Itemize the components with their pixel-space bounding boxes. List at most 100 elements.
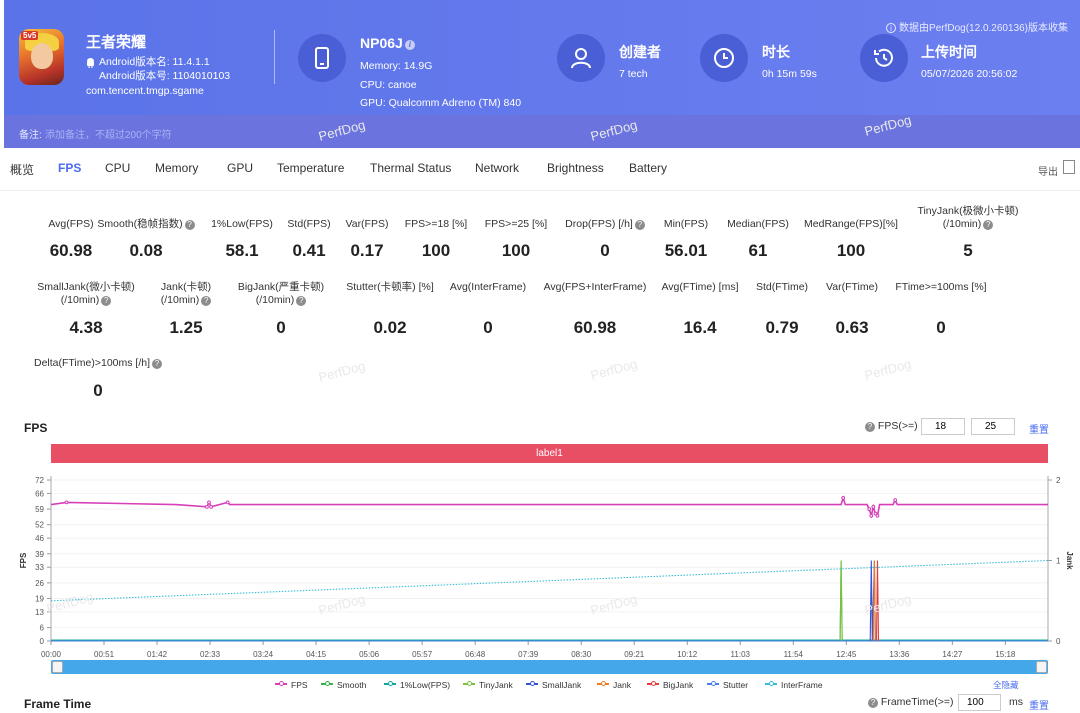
metric-smooth: Smooth(稳帧指数)? 0.08 — [76, 218, 216, 261]
clock-icon — [714, 48, 734, 68]
legend-item-jank[interactable]: Jank — [597, 680, 631, 690]
note-input[interactable]: 添加备注，不超过200个字符 — [45, 130, 172, 141]
legend-item-smooth[interactable]: Smooth — [321, 680, 366, 690]
legend-swatch — [707, 681, 719, 686]
metric-label: FPS>=25 [%] — [484, 218, 548, 230]
fps-reset-button[interactable]: 重置 — [1029, 425, 1049, 436]
x-tick-label: 05:06 — [359, 650, 380, 659]
fps-point — [207, 500, 211, 505]
metric-var-ftime: Var(FTime) 0.63 — [782, 281, 922, 338]
x-tick-label: 15:18 — [995, 650, 1016, 659]
help-icon[interactable]: ? — [634, 220, 645, 230]
device-gpu: GPU: Qualcomm Adreno (TM) 840 — [360, 97, 522, 109]
label-bar[interactable]: label1 — [51, 444, 1048, 463]
fps-point — [867, 507, 872, 511]
help-icon[interactable]: ? — [201, 296, 212, 306]
fps-point — [209, 504, 214, 509]
legend-item-1-low-fps-[interactable]: 1%Low(FPS) — [384, 680, 450, 690]
frametime-threshold-input[interactable] — [958, 694, 1001, 711]
help-icon[interactable]: ? — [296, 296, 307, 306]
legend-item-smalljank[interactable]: SmallJank — [526, 680, 581, 690]
tab-battery[interactable]: Battery — [629, 161, 668, 175]
y-tick-label: 72 — [35, 476, 44, 485]
app-version: Android版本名: 11.4.1.1 Android版本号: 1104010… — [99, 56, 231, 82]
series-interframe — [50, 559, 1049, 602]
y-tick-label: 13 — [35, 608, 44, 617]
help-icon[interactable]: ? — [101, 296, 112, 306]
fps-threshold-input-2[interactable] — [971, 418, 1015, 435]
tab-network[interactable]: Network — [475, 161, 520, 175]
metric-label: Avg(FPS) — [48, 218, 94, 230]
slider-handle-right[interactable] — [1036, 661, 1047, 673]
tab-overview[interactable]: 概览 — [10, 163, 35, 177]
tab-thermal-status[interactable]: Thermal Status — [370, 161, 452, 175]
metric-value: 0 — [93, 381, 103, 400]
tab-fps[interactable]: FPS — [58, 161, 82, 175]
creator-value: 7 tech — [619, 68, 648, 80]
duration-value: 0h 15m 59s — [762, 68, 817, 80]
watermark: PerfDog — [316, 358, 367, 385]
metric-value: 56.01 — [664, 241, 708, 260]
legend-item-tinyjank[interactable]: TinyJank — [463, 680, 513, 690]
creator-title: 创建者 — [619, 44, 661, 60]
legend-label: InterFrame — [781, 680, 823, 690]
help-icon[interactable]: ? — [184, 220, 195, 230]
device-info-icon[interactable]: i — [404, 40, 415, 50]
note-bar: 备注: 添加备注，不超过200个字符 — [4, 115, 1080, 148]
legend-swatch — [526, 681, 538, 686]
metric-avg-interframe: Avg(InterFrame) 0 — [418, 281, 558, 338]
legend-item-fps[interactable]: FPS — [275, 680, 308, 690]
tab-memory[interactable]: Memory — [155, 161, 199, 175]
metric-label: Avg(FPS+InterFrame) — [543, 281, 647, 293]
creator-icon-circle — [557, 34, 605, 82]
metric-label: FTime>=100ms [%] — [895, 281, 987, 293]
metric-value: 1.25 — [169, 318, 203, 337]
help-icon[interactable]: ? — [868, 698, 878, 708]
series-fps — [50, 495, 1048, 519]
hide-all-button[interactable]: 全隐藏 — [993, 680, 1019, 690]
tab-cpu[interactable]: CPU — [105, 161, 131, 175]
fps-threshold-input-1[interactable] — [921, 418, 965, 435]
fps-chart[interactable]: 0 6 13 19 26 33 39 46 52 59 66 72 0 1 2 FPS Jank 00:00 00:… — [0, 468, 1080, 660]
legend-item-stutter[interactable]: Stutter — [707, 680, 748, 690]
metric-label: Median(FPS) — [727, 218, 789, 230]
x-tick-label: 09:21 — [624, 650, 645, 659]
help-icon[interactable]: ? — [865, 422, 875, 432]
metric-drop-fps-h: Drop(FPS) [/h]? 0 — [535, 218, 675, 261]
watermark: PerfDog — [588, 356, 639, 383]
app-name: 王者荣耀 — [86, 34, 147, 51]
help-icon[interactable]: ? — [152, 359, 163, 369]
y-tick-label: 59 — [35, 505, 44, 514]
y-tick-label: 6 — [40, 624, 45, 633]
y-tick-label: 39 — [35, 550, 44, 559]
legend-label: Jank — [613, 680, 631, 690]
device-cpu: CPU: canoe — [360, 79, 417, 91]
export-button[interactable]: 导出 — [1038, 167, 1058, 178]
tab-temperature[interactable]: Temperature — [277, 161, 345, 175]
help-icon[interactable]: ? — [983, 220, 994, 230]
tab-brightness[interactable]: Brightness — [547, 161, 604, 175]
metric-value: 0 — [483, 318, 493, 337]
metric-value: 16.4 — [683, 318, 717, 337]
legend-item-bigjank[interactable]: BigJank — [647, 680, 693, 690]
metric-std-fps: Std(FPS) 0.41 — [239, 218, 379, 261]
time-range-slider[interactable] — [51, 660, 1048, 674]
x-tick-label: 00:00 — [41, 650, 62, 659]
x-tick-label: 01:42 — [147, 650, 168, 659]
export-icon[interactable] — [1063, 160, 1075, 174]
metric-value: 0.41 — [292, 241, 326, 260]
fps-point — [869, 513, 874, 518]
legend-item-interframe[interactable]: InterFrame — [765, 680, 823, 690]
y-tick-label: 19 — [35, 595, 44, 604]
metric-label: BigJank(严重卡顿) — [237, 281, 325, 293]
metric-smalljank: SmallJank(微小卡顿) (/10min)? 4.38 — [16, 281, 156, 338]
report-header: i 数据由PerfDog(12.0.260136)版本收集 5v5 王者荣耀 An… — [4, 0, 1080, 148]
metric-label: Delta(FTime)>100ms [/h]? — [28, 357, 168, 370]
metric-label-unit: (/10min)? — [16, 294, 156, 307]
tab-gpu[interactable]: GPU — [227, 161, 254, 175]
frametime-reset-button[interactable]: 重置 — [1029, 701, 1049, 712]
y-tick-label: 33 — [35, 563, 44, 572]
slider-handle-left[interactable] — [52, 661, 63, 673]
metric-min-fps: Min(FPS) 56.01 — [616, 218, 756, 261]
frametime-title: Frame Time — [24, 697, 92, 711]
